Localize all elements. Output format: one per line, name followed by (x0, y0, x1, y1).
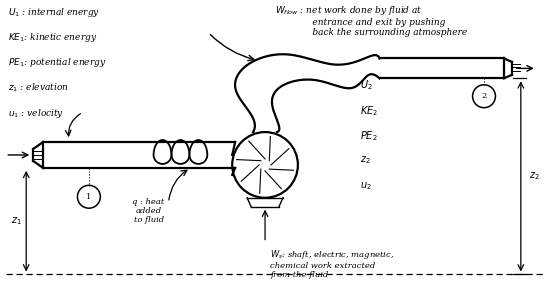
Circle shape (77, 185, 100, 208)
Text: $W_s$: shaft, electric, magnetic,
chemical work extracted
from the fluid: $W_s$: shaft, electric, magnetic, chemic… (270, 248, 394, 279)
Circle shape (473, 85, 496, 108)
Text: $PE_2$: $PE_2$ (359, 129, 377, 143)
Text: $z_2$: $z_2$ (359, 154, 370, 166)
Text: q : heat
added
to fluid: q : heat added to fluid (132, 198, 164, 224)
Text: $u_2$: $u_2$ (359, 180, 371, 192)
Text: $KE_1$: kinetic energy: $KE_1$: kinetic energy (8, 31, 98, 44)
Circle shape (232, 132, 298, 198)
Text: $U_1$ : internal energy: $U_1$ : internal energy (8, 6, 100, 19)
Text: $U_2$: $U_2$ (359, 78, 372, 92)
Text: $W_{flow}$ : net work done by fluid at
             entrance and exit by pushing: $W_{flow}$ : net work done by fluid at e… (275, 4, 467, 38)
Text: $KE_2$: $KE_2$ (359, 104, 378, 117)
Text: $z_1$ : elevation: $z_1$ : elevation (8, 82, 69, 94)
Text: 1: 1 (86, 193, 92, 201)
Text: $z_1$: $z_1$ (11, 215, 22, 227)
Text: $PE_1$: potential energy: $PE_1$: potential energy (8, 57, 107, 69)
Text: $z_2$: $z_2$ (529, 171, 540, 182)
Text: $u_1$ : velocity: $u_1$ : velocity (8, 107, 65, 120)
Text: 2: 2 (481, 92, 487, 100)
